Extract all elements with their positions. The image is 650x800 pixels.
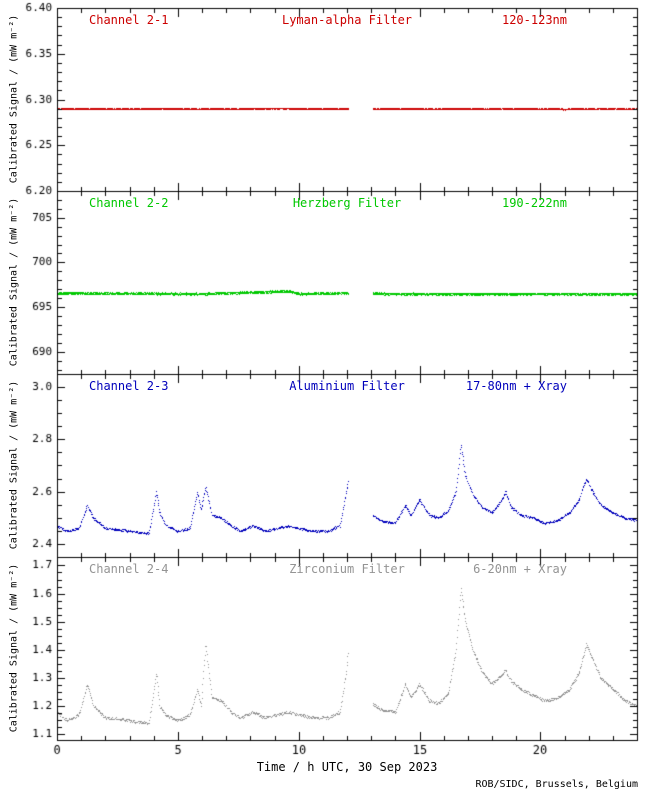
panel-3-channel-label: Channel 2-3 bbox=[89, 379, 169, 393]
panel-1-band-label: 120-123nm bbox=[501, 13, 567, 27]
panel-4-header: Channel 2-4 Zirconium Filter 6-20nm + Xr… bbox=[57, 562, 637, 576]
panel-1-channel-label: Channel 2-1 bbox=[89, 13, 169, 27]
panel-4-y-axis-label: Calibrated Signal / (mW m⁻²) bbox=[8, 563, 20, 733]
panel-2-header: Channel 2-2 Herzberg Filter 190-222nm bbox=[57, 196, 637, 210]
panel-3-y-axis-label: Calibrated Signal / (mW m⁻²) bbox=[8, 380, 20, 550]
panel-3-band-label: 17-80nm + Xray bbox=[465, 379, 567, 393]
panel-1-y-axis-label: Calibrated Signal / (mW m⁻²) bbox=[8, 14, 20, 184]
panel-2-channel-label: Channel 2-2 bbox=[89, 196, 169, 210]
panel-3-filter-label: Aluminium Filter bbox=[289, 379, 405, 393]
panel-2-band-label: 190-222nm bbox=[501, 196, 567, 210]
panel-1-filter-label: Lyman-alpha Filter bbox=[281, 13, 413, 27]
credit-text: ROB/SIDC, Brussels, Belgium bbox=[475, 779, 638, 790]
panel-2-y-axis-label: Calibrated Signal / (mW m⁻²) bbox=[8, 197, 20, 367]
panel-3-header: Channel 2-3 Aluminium Filter 17-80nm + X… bbox=[57, 379, 637, 393]
panel-1-header: Channel 2-1 Lyman-alpha Filter 120-123nm bbox=[57, 13, 637, 27]
panel-4-filter-label: Zirconium Filter bbox=[289, 562, 405, 576]
panel-2-filter-label: Herzberg Filter bbox=[292, 196, 402, 210]
panel-4-band-label: 6-20nm + Xray bbox=[473, 562, 567, 576]
panel-4-channel-label: Channel 2-4 bbox=[89, 562, 169, 576]
x-axis-label: Time / h UTC, 30 Sep 2023 bbox=[256, 760, 438, 774]
